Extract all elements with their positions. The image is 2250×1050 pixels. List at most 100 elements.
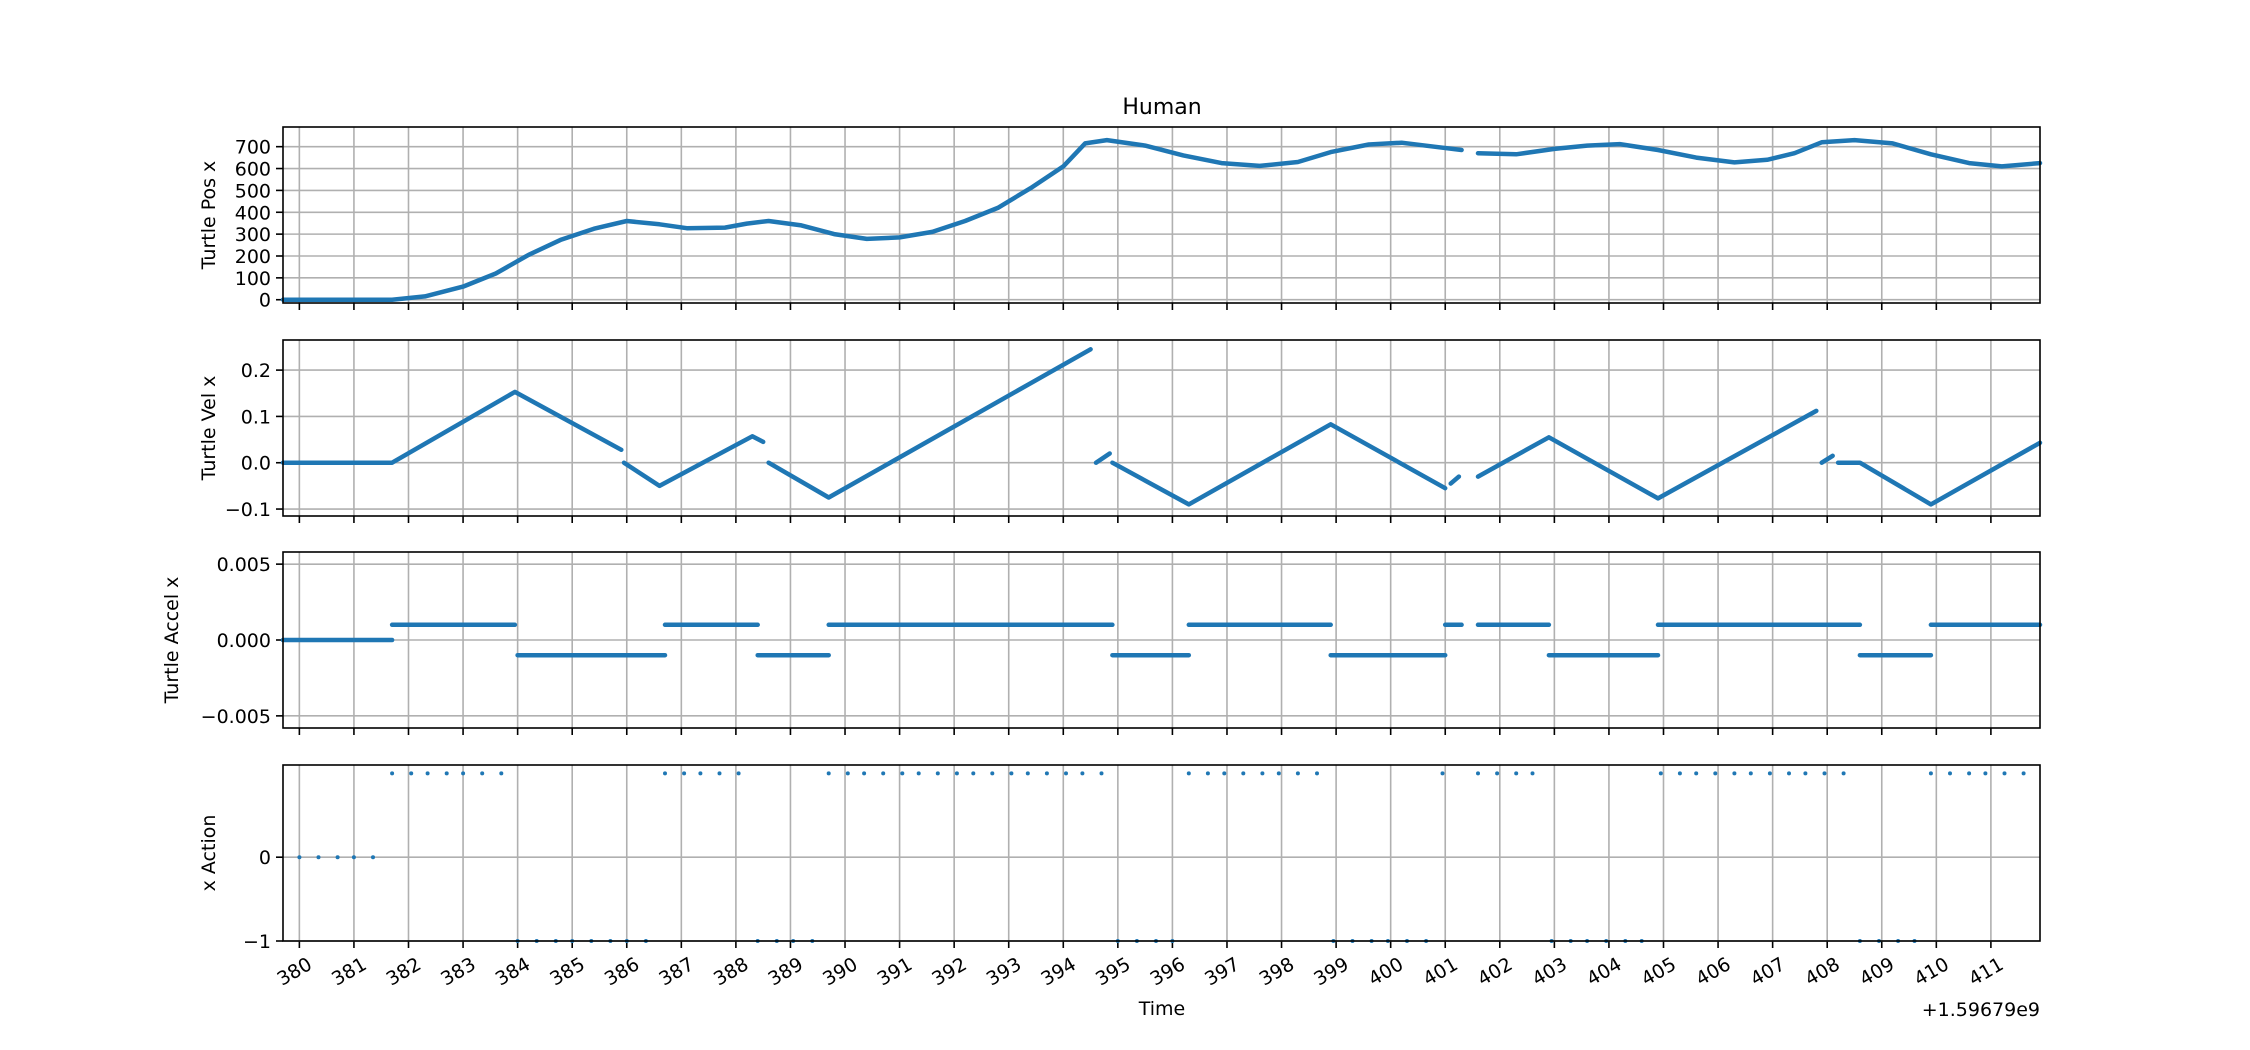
data-point	[1205, 771, 1210, 776]
data-point	[881, 771, 886, 776]
y-tick-label: 500	[235, 180, 271, 202]
data-point	[698, 771, 703, 776]
x-tick-label: 391	[874, 953, 916, 990]
series-3	[280, 622, 2043, 658]
y-tick-label: 0.005	[217, 554, 271, 576]
y-axis-label: Turtle Accel x	[161, 577, 183, 705]
data-point	[1948, 771, 1952, 776]
x-tick-label: 396	[1147, 953, 1189, 990]
data-point	[1099, 771, 1104, 776]
y-tick-label: 0.000	[217, 630, 271, 652]
data-point	[1009, 771, 1014, 776]
x-tick-label: 411	[1965, 953, 2007, 990]
y-tick-label: 0.0	[241, 453, 271, 475]
data-point	[409, 771, 414, 776]
series-2	[280, 347, 2043, 507]
x-tick-label: 380	[273, 953, 315, 990]
data-point	[845, 771, 850, 776]
x-tick-label: 383	[437, 953, 479, 990]
data-point	[1495, 771, 1500, 776]
data-point	[990, 771, 995, 776]
data-point	[1677, 771, 1682, 776]
y-tick-label: 400	[235, 202, 271, 224]
y-axis-label: Turtle Vel x	[198, 376, 220, 482]
data-point	[1787, 771, 1791, 776]
data-point	[335, 855, 340, 860]
x-tick-label: 404	[1583, 953, 1625, 990]
data-point	[1276, 771, 1281, 776]
x-tick-label: 394	[1037, 953, 1079, 990]
x-axis-label: Time	[1138, 998, 1186, 1020]
series-1	[280, 137, 2043, 302]
data-point	[1732, 771, 1737, 776]
panel-2: −0.1 0.0 0.1 0.2 Turtle Vel x	[198, 339, 2043, 523]
x-tick-label: 387	[655, 953, 697, 990]
data-point	[1440, 771, 1445, 776]
data-point	[1748, 771, 1753, 776]
x-tick-label: 381	[328, 953, 370, 990]
y-tick-label: −1	[243, 931, 271, 953]
data-point	[2002, 771, 2007, 776]
data-point	[1044, 771, 1049, 776]
data-point	[444, 771, 449, 776]
x-tick-label: 390	[819, 953, 861, 990]
series-segment	[1819, 453, 1835, 465]
x-axis-offset-label: +1.59679e9	[1922, 999, 2040, 1021]
panel-frame	[282, 339, 2041, 517]
data-point	[1928, 771, 1933, 776]
data-point	[954, 771, 959, 776]
x-tick-label: 406	[1692, 953, 1734, 990]
y-tick-label: 700	[235, 137, 271, 159]
y-tick-label: 300	[235, 224, 271, 246]
series-segment	[280, 389, 624, 465]
x-tick-label: 386	[601, 953, 643, 990]
data-point	[461, 771, 466, 776]
data-point	[1983, 771, 1988, 776]
series-segment	[280, 137, 1464, 302]
data-point	[480, 771, 485, 776]
x-tick-label: 388	[710, 953, 752, 990]
data-point	[935, 771, 940, 776]
series-segment	[1475, 137, 2043, 169]
y-tick-label: 0.2	[241, 360, 271, 382]
chart-title: Human	[1122, 95, 1201, 120]
data-point	[1803, 771, 1808, 776]
x-tick-label: 409	[1856, 953, 1898, 990]
data-point	[1530, 771, 1535, 776]
data-point	[1222, 771, 1227, 776]
data-point	[2021, 771, 2026, 776]
data-point	[351, 855, 356, 860]
y-axis-label: Turtle Pos x	[198, 161, 220, 271]
y-tick-label: 0.1	[241, 406, 271, 428]
y-tick-label: −0.005	[201, 706, 271, 728]
x-axis: 380 381 382 383 384 385 386 387 388 389 390 391 392 3…	[273, 953, 2007, 990]
data-point	[1186, 771, 1191, 776]
y-tick-label: 100	[235, 268, 271, 290]
data-point	[1064, 771, 1068, 776]
data-point	[1767, 771, 1772, 776]
x-tick-label: 382	[383, 953, 425, 990]
data-point	[916, 771, 921, 776]
x-tick-label: 402	[1474, 953, 1516, 990]
x-tick-label: 410	[1910, 953, 1952, 990]
data-point	[390, 771, 395, 776]
series-segment	[766, 347, 1093, 500]
panel-4: −1 0 x Action	[198, 764, 2041, 953]
data-point	[425, 771, 430, 776]
panel-frame	[282, 551, 2041, 729]
series-4	[297, 771, 2026, 943]
y-tick-label: 0	[259, 290, 271, 312]
x-tick-label: 393	[983, 953, 1025, 990]
y-axis-label: x Action	[198, 815, 220, 892]
data-point	[1841, 771, 1846, 776]
x-tick-label: 401	[1419, 953, 1461, 990]
x-tick-label: 392	[928, 953, 970, 990]
data-point	[1514, 771, 1519, 776]
data-point	[1476, 771, 1480, 776]
series-segment	[1835, 440, 2043, 507]
data-point	[1967, 771, 1972, 776]
series-segment	[1093, 451, 1112, 465]
data-point	[1260, 771, 1265, 776]
panel-3: −0.005 0.000 0.005 Turtle Accel x	[161, 551, 2043, 735]
